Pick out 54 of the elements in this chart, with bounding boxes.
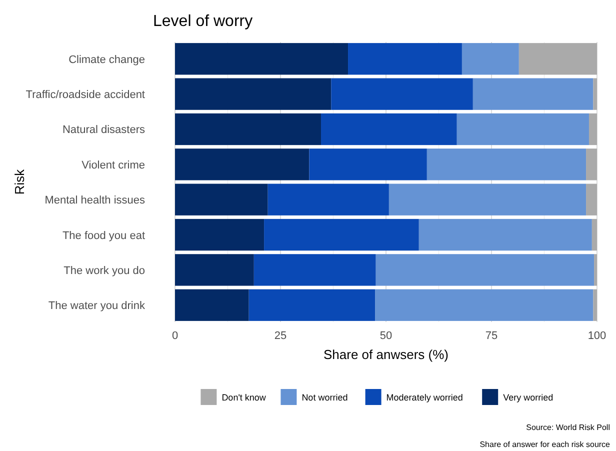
x-tick-label: 0: [172, 330, 178, 342]
bar: [321, 113, 457, 146]
legend-label: Don't know: [222, 392, 266, 402]
y-tick-label: Natural disasters: [62, 124, 146, 136]
x-tick-label: 100: [588, 330, 606, 342]
bar: [264, 218, 419, 251]
bar: [331, 78, 473, 110]
source-note: Source: World Risk Poll: [526, 423, 610, 432]
y-tick-label: The work you do: [64, 264, 145, 277]
bar: [175, 43, 348, 75]
bar: [472, 78, 594, 110]
bar: [592, 218, 597, 251]
x-axis-title: Share of anwsers (%): [324, 347, 448, 362]
bar: [254, 254, 376, 286]
bar: [175, 78, 332, 110]
y-tick-label: Traffic/roadside accident: [26, 89, 145, 102]
bar: [388, 184, 586, 216]
bar: [248, 289, 376, 321]
bar: [309, 148, 427, 180]
legend-label: Very worried: [503, 392, 554, 402]
bar: [175, 113, 322, 146]
y-tick-label: Violent crime: [82, 159, 145, 172]
legend-label: Moderately worried: [386, 392, 463, 402]
text: Share of answer for each risk source: [480, 440, 611, 449]
bar: [175, 289, 249, 321]
bar: [348, 43, 462, 75]
bar: [586, 184, 597, 216]
x-tick-label: 75: [485, 330, 498, 342]
bar: [375, 289, 594, 321]
bar: [593, 289, 597, 321]
bar: [175, 254, 254, 286]
bar: [175, 218, 264, 251]
bar: [518, 43, 597, 75]
bar: [175, 184, 268, 216]
y-axis-title: Risk: [12, 168, 27, 195]
bar: [418, 218, 592, 251]
bar: [462, 43, 519, 75]
bar: [268, 184, 389, 216]
bar: [376, 254, 594, 286]
bar: [594, 254, 597, 286]
y-tick-label: The water you drink: [48, 300, 146, 312]
y-tick-label: Mental health issues: [44, 194, 146, 207]
bar: [175, 148, 310, 180]
legend-label: Not worried: [302, 392, 348, 402]
y-tick-label: Climate change: [68, 54, 145, 66]
bar: [586, 148, 597, 180]
x-tick-label: 50: [380, 330, 392, 342]
chart-title: Level of worry: [153, 13, 253, 30]
bar: [593, 78, 597, 110]
y-tick-label: The food you eat: [62, 230, 145, 242]
bar: [426, 148, 586, 180]
bar: [456, 113, 589, 146]
bar: [588, 113, 597, 146]
x-tick-label: 25: [274, 330, 287, 342]
